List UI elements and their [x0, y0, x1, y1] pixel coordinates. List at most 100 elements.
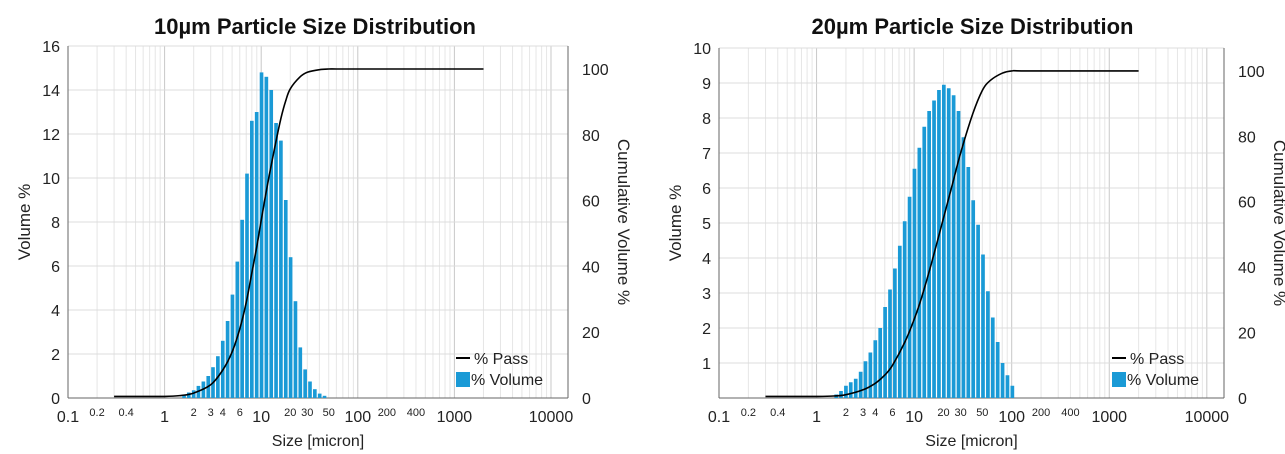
- legend: % Pass % Volume: [456, 351, 543, 389]
- y2-tick-label: 80: [1238, 129, 1256, 146]
- legend-label: % Volume: [471, 372, 543, 389]
- chart-panel-10um: 10µm Particle Size Distribution 0.1 0.2 0.…: [0, 0, 630, 454]
- y-tick-label: 3: [702, 286, 711, 303]
- x-tick-label: 4: [220, 407, 226, 419]
- y-tick-label: 14: [42, 83, 60, 100]
- y-tick-label: 8: [51, 215, 60, 232]
- bar: [844, 385, 848, 398]
- x-tick-label: 400: [407, 407, 425, 419]
- bar: [922, 126, 927, 398]
- x-tick-label: 0.4: [770, 407, 785, 419]
- panel-gap: [630, 0, 660, 454]
- bar: [308, 381, 312, 398]
- bar: [902, 221, 907, 398]
- y2-tick-label: 0: [1238, 391, 1247, 408]
- bar: [878, 328, 883, 398]
- grid: [67, 45, 568, 399]
- y-tick-label: 16: [42, 39, 60, 56]
- y-tick-label: 5: [702, 216, 711, 233]
- y-tick-label: 9: [702, 76, 711, 93]
- bar: [182, 394, 186, 398]
- bar: [961, 137, 966, 398]
- bar: [893, 268, 897, 398]
- bar: [990, 317, 995, 398]
- x-tick-label: 1: [160, 409, 169, 426]
- bar-series: [182, 72, 327, 399]
- y-axis-title: Volume %: [666, 185, 685, 262]
- bar: [279, 140, 283, 398]
- bar: [303, 369, 307, 398]
- y-tick-label: 1: [702, 356, 711, 373]
- bar: [951, 95, 956, 398]
- bar: [976, 224, 980, 398]
- bar: [254, 112, 259, 398]
- x-tick-label: 3: [208, 407, 214, 419]
- x-tick-label: 1000: [1091, 409, 1127, 426]
- x-tick-label: 30: [301, 407, 313, 419]
- bar: [250, 120, 254, 399]
- bar: [245, 173, 249, 398]
- y-tick-label: 6: [51, 259, 60, 276]
- bar: [313, 389, 317, 398]
- y2-tick-label: 20: [582, 325, 600, 342]
- y-tick-label: 7: [702, 146, 711, 163]
- x-tick-label: 0.1: [57, 409, 79, 426]
- bar: [966, 167, 971, 398]
- y-tick-label: 2: [702, 321, 711, 338]
- bar: [848, 382, 853, 398]
- bar: [293, 301, 298, 398]
- y-tick-label: 0: [51, 391, 60, 408]
- x-tick-label: 0.1: [708, 409, 730, 426]
- bar: [235, 261, 240, 398]
- y-tick-label: 2: [51, 347, 60, 364]
- bar: [283, 200, 288, 398]
- x-tick-label: 10: [905, 409, 923, 426]
- bar: [240, 219, 244, 398]
- bar: [888, 289, 892, 398]
- x-tick-label: 10000: [529, 409, 574, 426]
- x-tick-label: 50: [976, 407, 988, 419]
- chart-title: 10µm Particle Size Distribution: [154, 14, 476, 39]
- y2-tick-label: 100: [1238, 64, 1265, 81]
- x-tick-label: 100: [998, 409, 1025, 426]
- y-tick-label: 12: [42, 127, 60, 144]
- bar: [883, 307, 887, 398]
- bar: [322, 395, 327, 398]
- x-tick-label: 1000: [437, 409, 473, 426]
- y2-axis-title: Cumulative Volume %: [1270, 140, 1285, 306]
- bar: [1000, 363, 1005, 398]
- bar: [225, 321, 230, 398]
- bar: [317, 393, 322, 398]
- bar: [986, 291, 990, 398]
- bar: [868, 352, 873, 398]
- bar: [995, 342, 1000, 398]
- y-tick-label: 4: [702, 251, 711, 268]
- x-tick-label: 200: [378, 407, 396, 419]
- legend-bar-swatch: [1112, 372, 1126, 387]
- x-tick-label: 10000: [1185, 409, 1230, 426]
- bar: [858, 371, 863, 398]
- x-tick-label: 10: [252, 409, 270, 426]
- bar-series: [834, 84, 1015, 398]
- y-tick-label: 10: [693, 41, 711, 58]
- bar: [274, 123, 278, 398]
- bar: [981, 254, 985, 398]
- pass-line: [114, 68, 484, 398]
- bar: [186, 392, 191, 398]
- x-tick-label: 0.2: [89, 407, 104, 419]
- x-tick-label: 4: [872, 407, 878, 419]
- y2-axis-title: Cumulative Volume %: [614, 139, 630, 305]
- legend-label: % Pass: [1130, 351, 1184, 368]
- x-tick-label: 2: [843, 407, 849, 419]
- bar: [932, 100, 936, 398]
- bar: [1010, 385, 1015, 398]
- y2-tick-label: 40: [1238, 260, 1256, 277]
- y2-tick-label: 100: [582, 62, 609, 79]
- bar: [264, 76, 269, 399]
- bar: [946, 88, 951, 398]
- y-axis-title: Volume %: [15, 184, 34, 261]
- x-tick-label: 30: [955, 407, 967, 419]
- bar: [912, 168, 917, 398]
- bar: [956, 111, 961, 398]
- bar: [907, 196, 912, 398]
